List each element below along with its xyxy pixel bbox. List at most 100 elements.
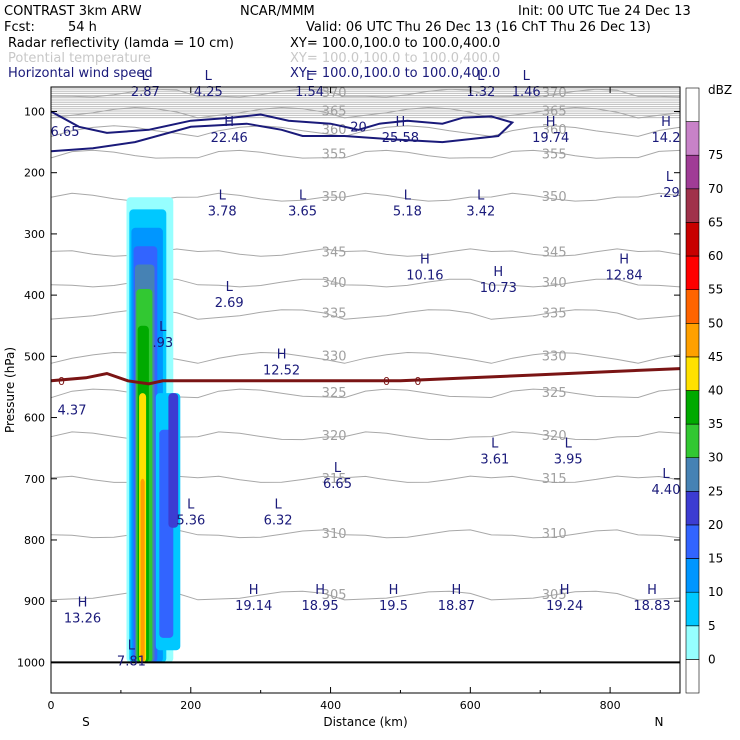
- wind-value-label: 5.36: [176, 514, 205, 529]
- y-tick-label: 900: [24, 595, 45, 608]
- theta-contour-label: 370: [542, 86, 567, 101]
- colorbar-swatch: [685, 188, 700, 223]
- wind-value-label: 3.61: [480, 452, 509, 467]
- theta-contour-label: 305: [542, 588, 567, 603]
- zero-isotherm-label: 0: [58, 375, 65, 388]
- wind-value-label: 4.40: [652, 483, 681, 498]
- reflectivity-band: [140, 478, 145, 663]
- wind-value-label: 10.73: [480, 281, 517, 296]
- wind-value-label: 1.54: [295, 85, 324, 100]
- theta-contour-label: 305: [322, 588, 347, 603]
- wind-value-label: 22.46: [211, 131, 248, 146]
- header-fcst-label: Fcst:: [4, 20, 35, 35]
- x-tick-label: 200: [180, 699, 201, 712]
- wind-extremum-marker: H: [452, 583, 462, 598]
- theta-contour-label: 320: [542, 429, 567, 444]
- colorbar-swatch: [685, 356, 700, 391]
- wind-extremum-marker: L: [142, 69, 150, 84]
- wind-extremum-marker: H: [315, 583, 325, 598]
- theta-contour: [50, 88, 681, 98]
- wind-extremum-marker: L: [477, 188, 485, 203]
- wind-value-label: 20: [350, 121, 367, 136]
- wind-value-label: 2.87: [131, 85, 160, 100]
- colorbar-level-label: 40: [708, 384, 723, 398]
- y-tick-label: 500: [24, 350, 45, 363]
- colorbar-swatch: [685, 154, 700, 190]
- wind-extremum-marker: L: [662, 467, 670, 482]
- theta-contour-label: 320: [322, 429, 347, 444]
- wind-extremum-marker: H: [647, 583, 657, 598]
- y-tick-label: 300: [24, 228, 45, 241]
- wind-extremum-marker: L: [205, 69, 213, 84]
- wind-extremum-marker: H: [661, 115, 671, 130]
- wind-value-label: 10.16: [406, 269, 443, 284]
- theta-contour-label: 365: [322, 105, 347, 120]
- x-end-label-right: N: [655, 715, 664, 729]
- theta-contour-label: 370: [322, 86, 347, 101]
- wind-value-label: 3.42: [466, 204, 495, 219]
- wind-value-label: 25.58: [382, 131, 419, 146]
- colorbar-level-label: 10: [708, 585, 723, 599]
- wind-extremum-marker: L: [187, 498, 195, 513]
- colorbar-level-label: 45: [708, 350, 723, 364]
- colorbar-level-label: 0: [708, 652, 716, 666]
- wind-extremum-marker: H: [493, 265, 503, 280]
- y-tick-label: 400: [24, 289, 45, 302]
- colorbar-level-label: 25: [708, 484, 723, 498]
- colorbar-level-label: 15: [708, 552, 723, 566]
- wind-value-label: 3.95: [554, 452, 583, 467]
- colorbar-swatch: [685, 490, 700, 526]
- zero-isotherm-line: [50, 367, 681, 386]
- theta-contour: [50, 125, 681, 138]
- plot-frame: [50, 86, 681, 694]
- theta-contour-label: 335: [542, 307, 567, 322]
- wind-extremum-marker: L: [404, 188, 412, 203]
- wind-extremum-marker: H: [560, 583, 570, 598]
- wind-extremum-marker: H: [78, 596, 88, 611]
- wind-value-label: 3.78: [208, 204, 237, 219]
- wind-speed-contour: [50, 110, 515, 153]
- colorbar-swatch: [685, 222, 700, 257]
- wind-value-label: 12.84: [605, 269, 642, 284]
- theta-contour-label: 350: [322, 190, 347, 205]
- wind-extremum-marker: L: [477, 69, 485, 84]
- wind-value-label: 4.25: [194, 85, 223, 100]
- wind-value-label: .93: [152, 336, 173, 351]
- wind-value-label: 1.46: [512, 85, 541, 100]
- wind-extremum-marker: H: [224, 115, 234, 130]
- colorbar-level-label: 5: [708, 619, 716, 633]
- wind-value-label: 12.52: [263, 364, 300, 379]
- header-field-1-name: Radar reflectivity (lamda = 10 cm): [8, 36, 234, 51]
- wind-value-label: 19.74: [532, 131, 569, 146]
- x-end-label-left: S: [82, 715, 90, 729]
- wind-extremum-marker: L: [128, 638, 136, 653]
- y-axis-label: Pressure (hPa): [3, 347, 17, 433]
- colorbar-swatch: [685, 255, 700, 291]
- wind-extremum-marker: L: [219, 188, 227, 203]
- theta-contour-label: 315: [542, 472, 567, 487]
- colorbar-unit-label: dBZ: [708, 83, 732, 97]
- wind-value-label: .29: [659, 186, 680, 201]
- zero-isotherm-label: 0: [383, 375, 390, 388]
- theta-contour-label: 335: [322, 307, 347, 322]
- y-tick-label: 800: [24, 534, 45, 547]
- y-tick-label: 700: [24, 473, 45, 486]
- x-axis-label: Distance (km): [323, 715, 407, 729]
- y-tick-label: 200: [24, 167, 45, 180]
- wind-extremum-marker: L: [226, 280, 234, 295]
- y-tick-label: 100: [24, 106, 45, 119]
- header-field-3-name: Horizontal wind speed: [8, 66, 153, 81]
- header-field-1-xy: XY= 100.0,100.0 to 100.0,400.0: [290, 36, 500, 51]
- wind-value-label: 5.18: [393, 204, 422, 219]
- theta-contour-label: 355: [542, 147, 567, 162]
- theta-contour-label: 365: [542, 105, 567, 120]
- header-valid: Valid: 06 UTC Thu 26 Dec 13 (16 ChT Thu …: [306, 20, 651, 35]
- colorbar-swatch: [685, 121, 700, 156]
- theta-contour-label: 330: [542, 349, 567, 364]
- colorbar-swatch: [685, 558, 700, 593]
- wind-value-label: 7.81: [117, 654, 146, 669]
- colorbar-level-label: 75: [708, 148, 723, 162]
- colorbar-level-label: 65: [708, 215, 723, 229]
- colorbar-swatch: [685, 659, 700, 694]
